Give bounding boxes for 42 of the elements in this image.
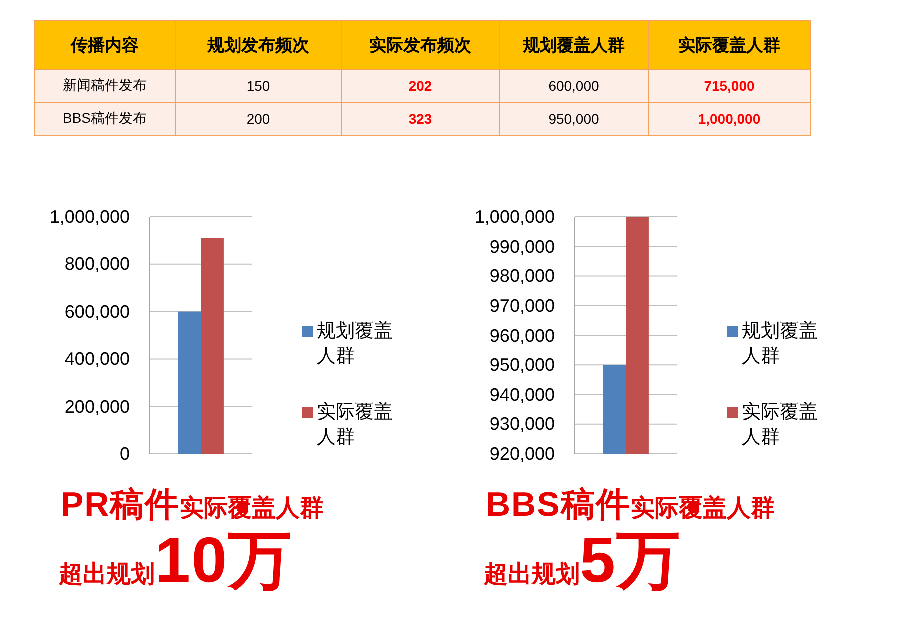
text: 实际覆盖人群 — [630, 495, 775, 522]
data-label: 200 — [246, 111, 270, 127]
x-tick-label: 实际发布频次 — [342, 20, 500, 70]
y-tick-label: 970,000 — [490, 296, 555, 316]
text: 超出规划 — [59, 561, 155, 588]
data-label: 323 — [408, 111, 432, 127]
y-tick-label: 960,000 — [490, 326, 555, 346]
y-tick-label: 920,000 — [490, 444, 555, 464]
text: 5万 — [580, 524, 682, 596]
y-tick-label: 200,000 — [64, 396, 130, 417]
text: 10万 — [155, 524, 294, 596]
y-tick-label: 1,000,000 — [50, 207, 130, 227]
data-label: 950,000 — [548, 111, 600, 127]
y-tick-label: 980,000 — [490, 266, 555, 286]
y-tick-label: 新闻稿件发布 — [34, 70, 176, 102]
y-tick-label: 600,000 — [64, 302, 130, 322]
text: 实际覆盖人群 — [180, 495, 324, 522]
data-label: 150 — [246, 78, 270, 94]
x-tick-label: 实际覆盖人群 — [648, 20, 810, 70]
legend-label: 实际覆盖人群 — [317, 400, 394, 450]
legend-label: 规划覆盖人群 — [742, 320, 819, 369]
x-tick-label: 规划发布频次 — [176, 20, 342, 70]
y-tick-label: 0 — [120, 444, 130, 464]
data-label: 715,000 — [704, 78, 755, 94]
y-tick-label: 930,000 — [490, 414, 555, 434]
legend-label: 规划覆盖人群 — [317, 320, 394, 369]
y-tick-label: 990,000 — [490, 236, 555, 257]
data-label: 202 — [408, 78, 432, 94]
data-label: 1,000,000 — [698, 111, 761, 127]
y-axis-title: 传播内容 — [34, 20, 176, 70]
y-tick-label: 940,000 — [490, 384, 555, 405]
legend-label: 实际覆盖人群 — [742, 400, 819, 450]
text: BBS稿件 — [486, 486, 631, 524]
y-tick-label: 800,000 — [64, 254, 130, 274]
y-tick-label: BBS稿件发布 — [34, 102, 176, 136]
data-label: 600,000 — [548, 78, 600, 94]
y-tick-label: 1,000,000 — [474, 207, 555, 227]
text: 超出规划 — [484, 561, 580, 588]
x-tick-label: 规划覆盖人群 — [500, 20, 648, 70]
y-tick-label: 950,000 — [490, 355, 555, 376]
text: PR稿件 — [61, 486, 180, 524]
y-tick-label: 400,000 — [64, 349, 130, 370]
